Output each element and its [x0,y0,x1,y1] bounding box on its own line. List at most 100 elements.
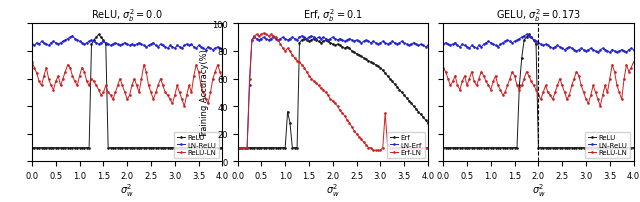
ReLU [218,147,226,149]
ReLU-LN [185,85,193,87]
Erf-LN [260,33,268,35]
LN-ReLU [204,46,212,49]
LN-Erf [401,42,408,45]
Line: ReLU-LN: ReLU-LN [442,61,635,108]
ReLU [135,147,143,149]
ReLU-LN [28,61,36,64]
ReLU [28,147,36,149]
LN-ReLU [594,52,602,54]
LN-ReLU [202,49,209,52]
ReLU-LN [580,92,588,94]
Erf [234,147,241,149]
ReLU-LN [596,105,604,108]
ReLU [202,147,209,149]
LN-ReLU [218,49,226,52]
ReLU-LN [218,78,226,80]
Erf-LN [341,115,349,118]
LN-ReLU [135,42,143,45]
LN-ReLU [28,44,36,46]
Erf-LN [234,147,241,149]
ReLU [171,147,179,149]
LN-Erf [391,42,399,45]
ReLU [440,147,447,149]
Line: ReLU: ReLU [442,34,635,149]
ReLU [582,147,590,149]
ReLU [150,147,157,149]
ReLU-LN [613,85,621,87]
Erf [424,122,432,124]
ReLU-LN [147,92,155,94]
LN-ReLU [185,45,193,47]
ReLU [95,34,102,36]
Erf-LN [424,147,432,149]
LN-Erf [376,42,384,45]
Erf [391,83,399,86]
LN-ReLU [150,42,157,45]
LN-ReLU [547,46,554,49]
Legend: Erf, LN-Erf, Erf-LN: Erf, LN-Erf, Erf-LN [387,132,424,158]
Title: ReLU, $\sigma_b^2 = 0.0$: ReLU, $\sigma_b^2 = 0.0$ [92,7,163,24]
LN-ReLU [616,50,623,53]
X-axis label: $\sigma_w^2$: $\sigma_w^2$ [120,182,134,198]
ReLU-LN [544,92,552,94]
ReLU-LN [558,85,566,87]
Line: ReLU-LN: ReLU-LN [31,61,223,108]
Line: LN-ReLU: LN-ReLU [442,34,635,54]
Erf [408,103,415,105]
Legend: ReLU, LN-ReLU, ReLU-LN: ReLU, LN-ReLU, ReLU-LN [586,132,630,158]
LN-ReLU [561,49,568,52]
ReLU-LN [168,103,176,105]
Erf-LN [403,147,410,149]
LN-ReLU [195,45,202,47]
Erf [300,38,308,41]
Line: Erf: Erf [236,38,429,149]
LN-ReLU [609,49,616,52]
Erf [376,67,384,69]
ReLU [195,147,202,149]
LN-ReLU [171,48,179,50]
LN-ReLU [523,34,531,36]
Erf-LN [379,147,387,149]
ReLU [606,147,614,149]
ReLU-LN [180,105,188,108]
Erf-LN [393,147,401,149]
Line: ReLU: ReLU [31,34,223,149]
ReLU [596,147,604,149]
ReLU-LN [606,78,614,80]
Line: LN-ReLU: LN-ReLU [31,35,223,52]
ReLU [185,147,193,149]
Erf [355,55,363,57]
Legend: ReLU, LN-ReLU, ReLU-LN: ReLU, LN-ReLU, ReLU-LN [174,132,219,158]
Line: LN-Erf: LN-Erf [236,35,429,149]
Erf [341,48,349,50]
X-axis label: $\sigma_w^2$: $\sigma_w^2$ [326,182,340,198]
LN-Erf [341,41,349,43]
LN-ReLU [599,48,607,50]
ReLU-LN [195,71,202,74]
ReLU [561,147,568,149]
Title: GELU, $\sigma_b^2 = 0.173$: GELU, $\sigma_b^2 = 0.173$ [496,7,581,24]
LN-ReLU [582,50,590,53]
ReLU [525,34,532,36]
LN-ReLU [68,35,76,38]
Y-axis label: Training Accuracy(%): Training Accuracy(%) [200,49,209,137]
Erf-LN [410,147,417,149]
LN-Erf [355,41,363,43]
ReLU-LN [440,67,447,69]
Erf-LN [369,149,377,152]
LN-ReLU [440,44,447,46]
Line: Erf-LN: Erf-LN [236,33,429,152]
LN-Erf [424,45,432,47]
ReLU [613,147,621,149]
ReLU-LN [594,99,602,101]
ReLU [630,147,637,149]
LN-ReLU [630,49,637,52]
LN-Erf [298,35,306,38]
X-axis label: $\sigma_w^2$: $\sigma_w^2$ [532,182,545,198]
LN-Erf [408,44,415,46]
ReLU [547,147,554,149]
ReLU-LN [630,61,637,64]
Erf-LN [355,136,363,138]
ReLU-LN [133,85,141,87]
Erf [401,95,408,97]
